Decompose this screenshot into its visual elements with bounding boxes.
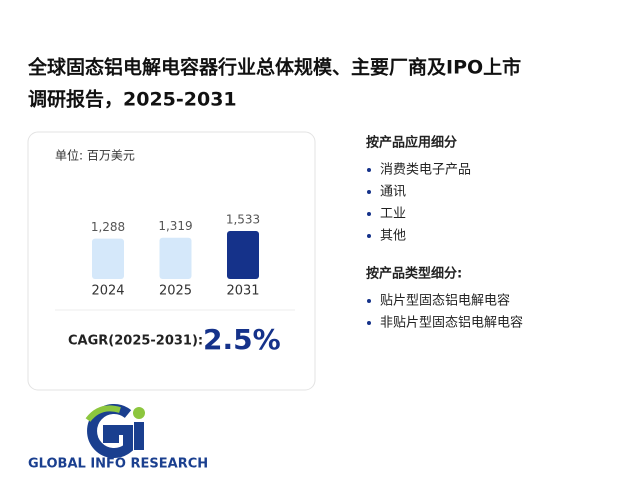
x-tick-label: 2025 (159, 284, 192, 299)
unit: 单位: 百万美元 (55, 148, 135, 163)
bullet (367, 321, 371, 325)
segment-item: 通讯 (380, 185, 406, 200)
bullet (367, 190, 371, 194)
segment-item: 非贴片型固态铝电解电容 (380, 315, 523, 331)
segment-heading: 按产品应用细分 (366, 135, 457, 151)
logo: GLOBAL INFO RESEARCH (28, 404, 208, 472)
bar (227, 231, 259, 279)
value-label: 1,319 (158, 219, 192, 233)
segment-item: 贴片型固态铝电解电容 (380, 293, 510, 309)
title-line: 全球固态铝电解电容器行业总体规模、主要厂商及IPO上市 (27, 56, 521, 79)
x-tick-label: 2031 (226, 284, 259, 299)
value-label: 1,533 (226, 213, 260, 227)
title: 全球固态铝电解电容器行业总体规模、主要厂商及IPO上市调研报告，2025-203… (27, 56, 521, 111)
logo-dot (133, 407, 145, 419)
segment-item: 消费类电子产品 (380, 163, 471, 178)
value-label: 1,288 (91, 220, 125, 234)
bullet (367, 299, 371, 303)
cagr-label: CAGR(2025-2031): (68, 334, 203, 349)
logo-swoosh (85, 405, 121, 422)
segment-item: 其他 (380, 229, 406, 244)
segment-heading: 按产品类型细分: (366, 266, 462, 282)
bullet (367, 212, 371, 216)
bar (159, 237, 192, 279)
logo-text: GLOBAL INFO RESEARCH (28, 457, 208, 472)
title-line: 调研报告，2025-2031 (28, 88, 237, 111)
cagr-value: 2.5% (203, 323, 281, 356)
logo-i (134, 422, 144, 450)
x-tick-label: 2024 (91, 284, 124, 299)
bullet (367, 234, 371, 238)
segment-item: 工业 (380, 207, 406, 222)
bullet (367, 168, 371, 172)
bar (92, 238, 124, 279)
